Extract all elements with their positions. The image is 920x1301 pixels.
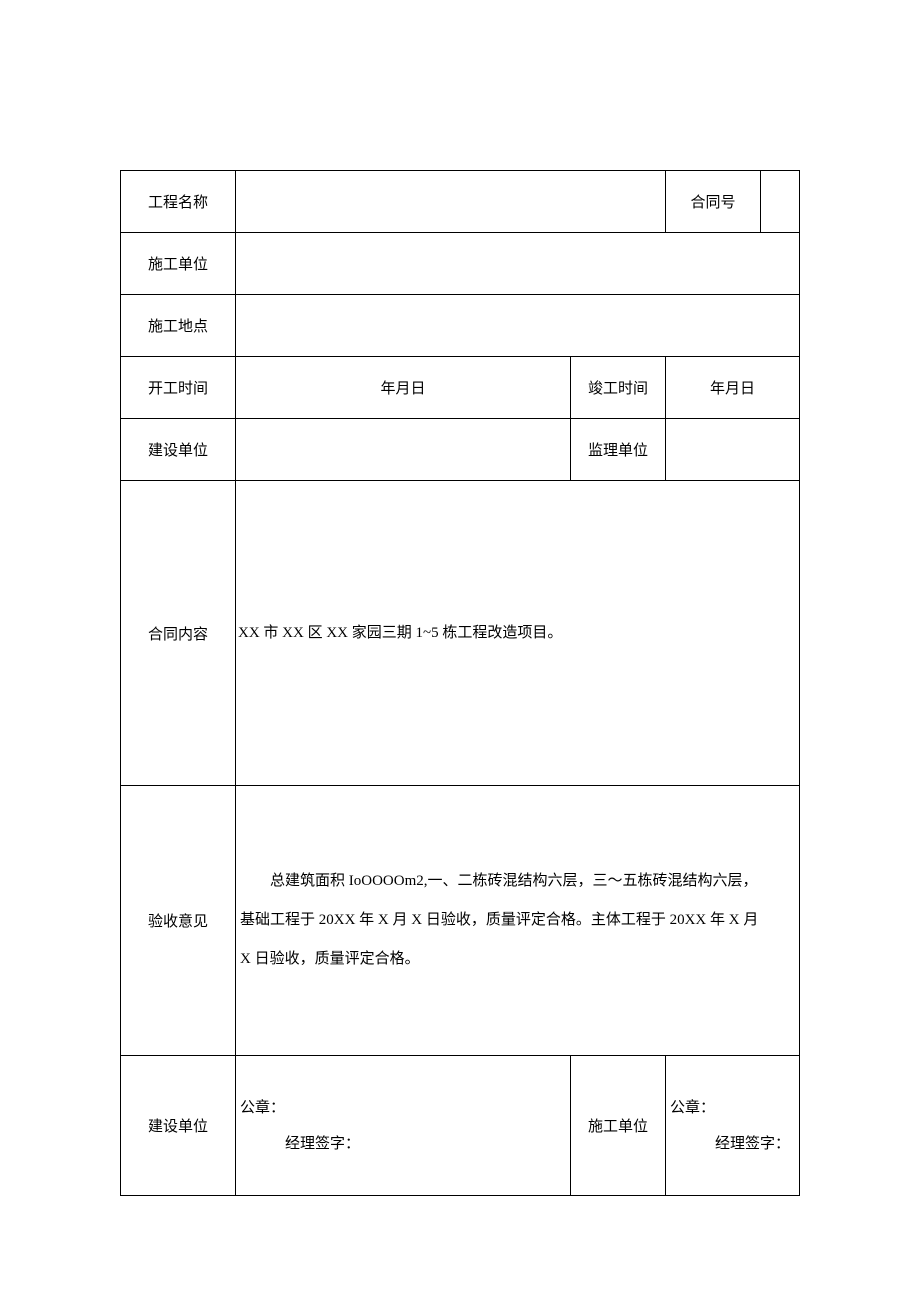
- label-construction-site: 施工地点: [121, 295, 236, 357]
- value-acceptance-opinion: 总建筑面积 IoOOOOm2,一、二栋砖混结构六层，三～五栋砖混结构六层，基础工…: [236, 786, 800, 1056]
- label-completion-time: 竣工时间: [570, 357, 665, 419]
- value-contract-content: XX 市 XX 区 XX 家园三期 1~5 栋工程改造项目。: [236, 481, 800, 786]
- label-construction-unit: 施工单位: [121, 233, 236, 295]
- label-contract-content: 合同内容: [121, 481, 236, 786]
- label-contract-no: 合同号: [665, 171, 760, 233]
- row-units: 建设单位 监理单位: [121, 419, 800, 481]
- value-construction-site: [236, 295, 800, 357]
- value-start-date: 年月日: [236, 357, 571, 419]
- label-dev-unit: 建设单位: [121, 419, 236, 481]
- value-supervision-unit: [665, 419, 799, 481]
- acceptance-form-table: 工程名称 合同号 施工单位 施工地点 开工时间 年月日 竣工时间 年月日 建设单…: [120, 170, 800, 1196]
- row-contract-content: 合同内容 XX 市 XX 区 XX 家园三期 1~5 栋工程改造项目。: [121, 481, 800, 786]
- row-time: 开工时间 年月日 竣工时间 年月日: [121, 357, 800, 419]
- label-project-name: 工程名称: [121, 171, 236, 233]
- row-signatures: 建设单位 公章： 经理签字： 施工单位 公章： 经理签字：: [121, 1056, 800, 1196]
- label-start-time: 开工时间: [121, 357, 236, 419]
- label-dev-unit-sig: 建设单位: [121, 1056, 236, 1196]
- row-construction-unit: 施工单位: [121, 233, 800, 295]
- label-construction-unit-sig: 施工单位: [570, 1056, 665, 1196]
- dev-manager-sign-label: 经理签字：: [240, 1126, 566, 1162]
- row-construction-site: 施工地点: [121, 295, 800, 357]
- row-acceptance-opinion: 验收意见 总建筑面积 IoOOOOm2,一、二栋砖混结构六层，三～五栋砖混结构六…: [121, 786, 800, 1056]
- dev-seal-label: 公章：: [240, 1090, 566, 1126]
- value-contract-no: [760, 171, 799, 233]
- label-supervision-unit: 监理单位: [570, 419, 665, 481]
- construction-unit-signature-block: 公章： 经理签字：: [665, 1056, 799, 1196]
- value-project-name: [236, 171, 666, 233]
- construction-seal-label: 公章：: [670, 1090, 795, 1126]
- label-acceptance-opinion: 验收意见: [121, 786, 236, 1056]
- value-completion-date: 年月日: [665, 357, 799, 419]
- dev-unit-signature-block: 公章： 经理签字：: [236, 1056, 571, 1196]
- construction-manager-sign-label: 经理签字：: [670, 1126, 795, 1162]
- value-construction-unit: [236, 233, 800, 295]
- value-dev-unit: [236, 419, 571, 481]
- row-project-name: 工程名称 合同号: [121, 171, 800, 233]
